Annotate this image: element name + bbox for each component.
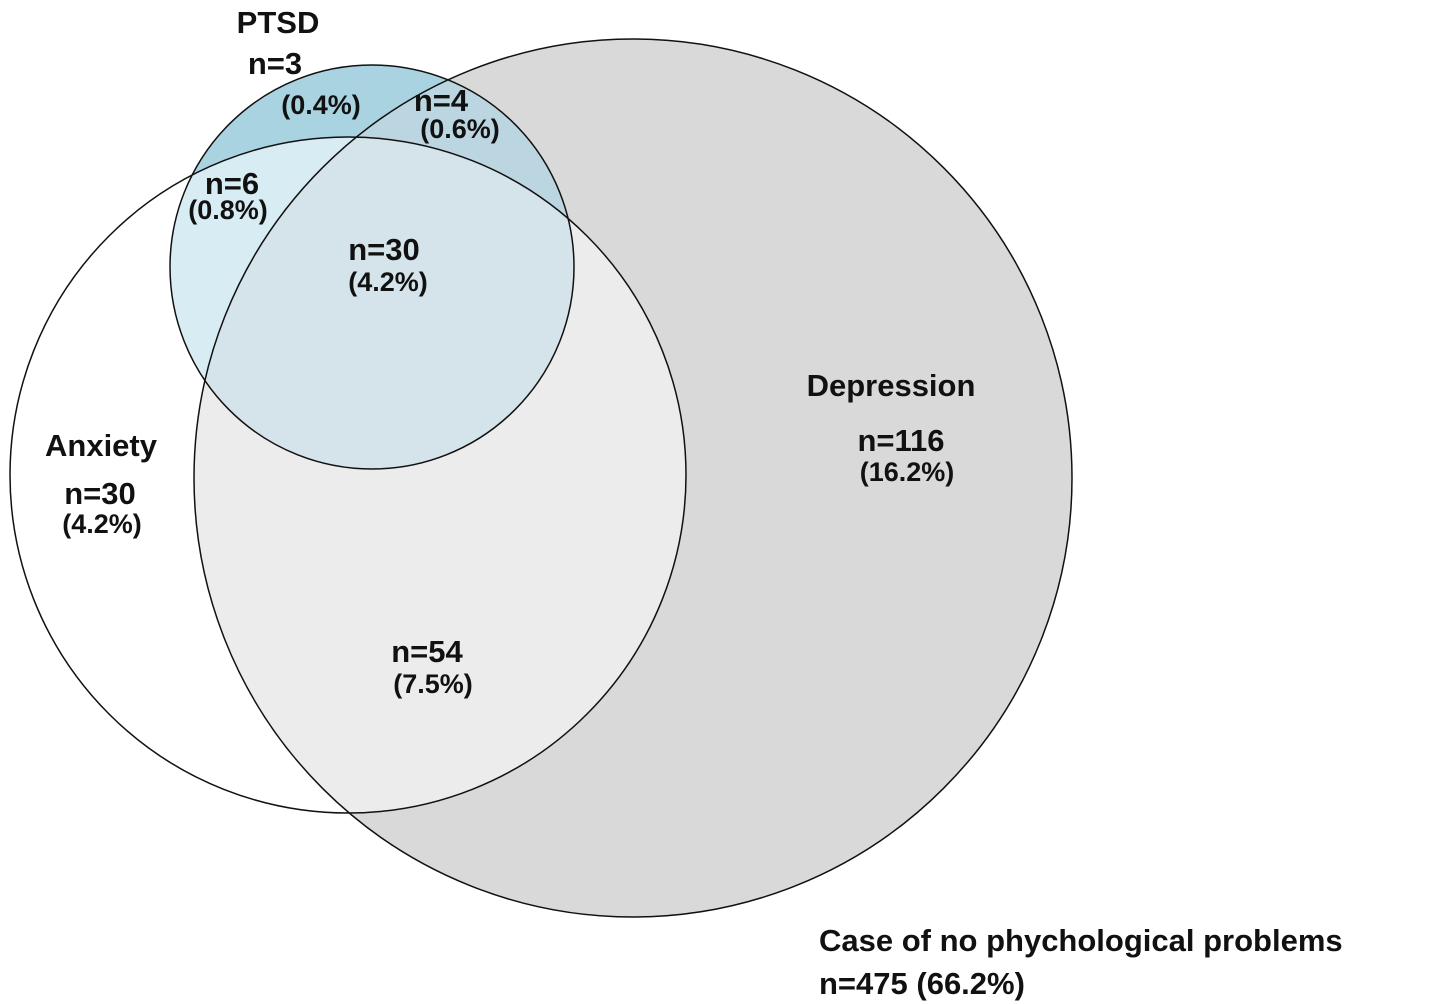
set-name: PTSD: [237, 5, 320, 40]
anxiety-outline: [9, 136, 687, 814]
shapes: [9, 38, 1073, 918]
percent: (0.8%): [188, 195, 268, 225]
count: n=6: [205, 166, 259, 201]
count: n=54: [391, 634, 463, 669]
percent: (16.2%): [860, 457, 955, 487]
set-name: Anxiety: [45, 428, 158, 463]
percent: (7.5%): [393, 669, 473, 699]
percent: (4.2%): [348, 267, 428, 297]
depression-outline: [193, 38, 1073, 918]
count: n=30: [64, 476, 136, 511]
count: n=116: [857, 423, 944, 458]
set-name: Depression: [807, 368, 976, 403]
ptsd-anxiety-depression-region: [194, 137, 574, 469]
count: n=30: [348, 232, 420, 267]
count: n=4: [414, 83, 469, 118]
none-title: Case of no phychological problems: [819, 923, 1343, 958]
ptsd-outline: [169, 64, 575, 470]
percent: (0.6%): [420, 114, 500, 144]
none-count: n=475 (66.2%): [819, 966, 1025, 1001]
count: n=3: [248, 46, 302, 81]
percent: (4.2%): [62, 509, 142, 539]
percent: (0.4%): [281, 90, 361, 120]
